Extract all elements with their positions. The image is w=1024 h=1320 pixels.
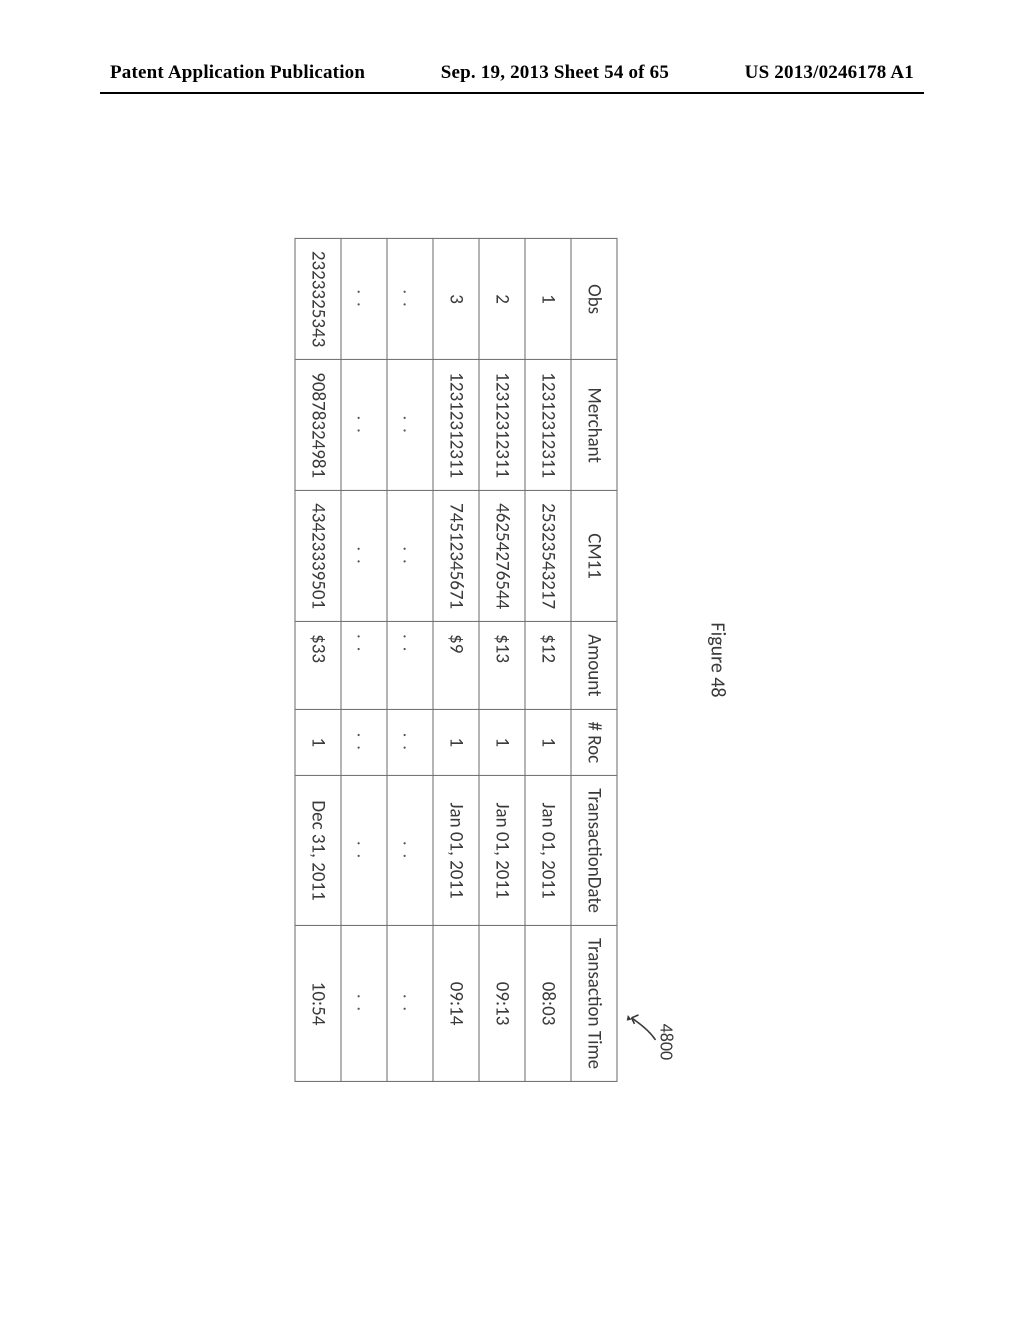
transaction-table: Obs Merchant CM11 Amount # Roc Transacti… bbox=[295, 238, 618, 1082]
col-header-roc: # Roc bbox=[571, 709, 617, 776]
cell-time: 08:03 bbox=[525, 925, 571, 1081]
cell-ellipsis: . . bbox=[387, 360, 433, 491]
cell-cm11: 43423339501 bbox=[295, 491, 341, 622]
cell-date: Jan 01, 2011 bbox=[525, 776, 571, 926]
table-head: Obs Merchant CM11 Amount # Roc Transacti… bbox=[571, 238, 617, 1081]
cell-ellipsis: . . bbox=[341, 709, 387, 776]
cell-amt: $12 bbox=[525, 622, 571, 709]
cell-amt: $9 bbox=[433, 622, 479, 709]
cell-merch: 12312312311 bbox=[433, 360, 479, 491]
header-center: Sep. 19, 2013 Sheet 54 of 65 bbox=[441, 62, 669, 84]
cell-ellipsis: . . bbox=[387, 622, 433, 709]
cell-amt: $13 bbox=[479, 622, 525, 709]
cell-ellipsis: . . bbox=[387, 491, 433, 622]
cell-date: Jan 01, 2011 bbox=[479, 776, 525, 926]
table-body: 1 12312312311 25323543217 $12 1 Jan 01, … bbox=[295, 238, 571, 1081]
col-header-merchant: Merchant bbox=[571, 360, 617, 491]
cell-amt: $33 bbox=[295, 622, 341, 709]
cell-obs: 2323325343 bbox=[295, 238, 341, 359]
cell-date: Dec 31, 2011 bbox=[295, 776, 341, 926]
cell-ellipsis: . . bbox=[341, 238, 387, 359]
col-header-transactiondate: TransactionDate bbox=[571, 776, 617, 926]
cell-merch: 90878324981 bbox=[295, 360, 341, 491]
reference-number-label: 4800 bbox=[656, 1024, 678, 1061]
col-header-transactiontime: Transaction Time bbox=[571, 925, 617, 1081]
table-row: 2 12312312311 46254276544 $13 1 Jan 01, … bbox=[479, 238, 525, 1081]
cell-roc: 1 bbox=[433, 709, 479, 776]
cell-ellipsis: . . bbox=[387, 925, 433, 1081]
cell-cm11: 46254276544 bbox=[479, 491, 525, 622]
cell-time: 09:14 bbox=[433, 925, 479, 1081]
col-header-cm11: CM11 bbox=[571, 491, 617, 622]
cell-ellipsis: . . bbox=[387, 776, 433, 926]
cell-obs: 2 bbox=[479, 238, 525, 359]
header-right: US 2013/0246178 A1 bbox=[745, 62, 914, 84]
cell-ellipsis: . . bbox=[341, 360, 387, 491]
patent-page: Patent Application Publication Sep. 19, … bbox=[0, 0, 1024, 1320]
cell-roc: 1 bbox=[479, 709, 525, 776]
table-row: 1 12312312311 25323543217 $12 1 Jan 01, … bbox=[525, 238, 571, 1081]
col-header-amount: Amount bbox=[571, 622, 617, 709]
table-header-row: Obs Merchant CM11 Amount # Roc Transacti… bbox=[571, 238, 617, 1081]
col-header-obs: Obs bbox=[571, 238, 617, 359]
cell-ellipsis: . . bbox=[341, 622, 387, 709]
cell-ellipsis: . . bbox=[387, 709, 433, 776]
cell-ellipsis: . . bbox=[341, 925, 387, 1081]
header-left: Patent Application Publication bbox=[110, 62, 365, 84]
cell-merch: 12312312311 bbox=[525, 360, 571, 491]
cell-cm11: 74512345671 bbox=[433, 491, 479, 622]
cell-obs: 3 bbox=[433, 238, 479, 359]
cell-date: Jan 01, 2011 bbox=[433, 776, 479, 926]
cell-cm11: 25323543217 bbox=[525, 491, 571, 622]
cell-ellipsis: . . bbox=[341, 776, 387, 926]
cell-roc: 1 bbox=[295, 709, 341, 776]
table-row: 3 12312312311 74512345671 $9 1 Jan 01, 2… bbox=[433, 238, 479, 1081]
reference-number-row: 4800 bbox=[624, 238, 660, 1082]
cell-roc: 1 bbox=[525, 709, 571, 776]
table-row-ellipsis: . . . . . . . . . . . . . . bbox=[387, 238, 433, 1081]
page-header: Patent Application Publication Sep. 19, … bbox=[0, 62, 1024, 90]
table-row-ellipsis: . . . . . . . . . . . . . . bbox=[341, 238, 387, 1081]
cell-time: 10:54 bbox=[295, 925, 341, 1081]
table-row: 2323325343 90878324981 43423339501 $33 1… bbox=[295, 238, 341, 1081]
cell-ellipsis: . . bbox=[387, 238, 433, 359]
cell-merch: 12312312311 bbox=[479, 360, 525, 491]
figure-rotated-container: Figure 48 4800 Obs Merchant CM11 Amount … bbox=[295, 238, 730, 1082]
header-rule bbox=[100, 92, 924, 94]
figure-caption: Figure 48 bbox=[706, 238, 730, 1082]
cell-obs: 1 bbox=[525, 238, 571, 359]
reference-arrow-icon bbox=[624, 1010, 658, 1046]
cell-time: 09:13 bbox=[479, 925, 525, 1081]
cell-ellipsis: . . bbox=[341, 491, 387, 622]
